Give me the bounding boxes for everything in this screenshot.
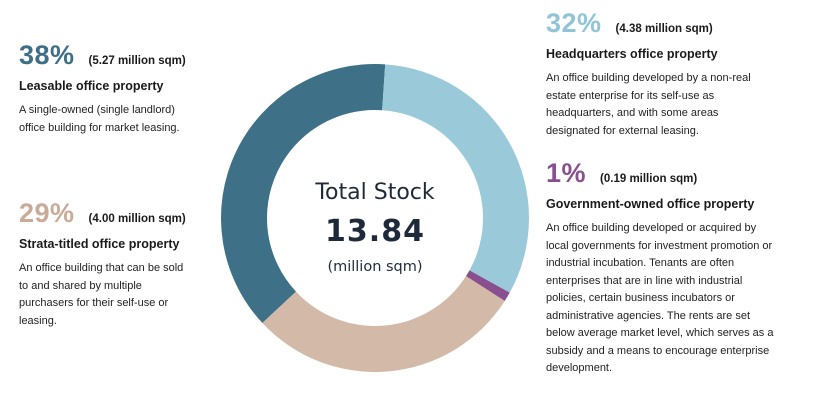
legend-headquarters: 32% (4.38 million sqm) Headquarters offi… (546, 8, 751, 140)
leasable-title: Leasable office property (19, 79, 164, 93)
legend-government: 1% (0.19 million sqm) Government-owned o… (546, 158, 773, 378)
gov-amount: (0.19 million sqm) (600, 173, 698, 185)
donut-slice-gov (465, 270, 510, 301)
legend-leasable: 38% (5.27 million sqm) Leasable office p… (19, 40, 186, 137)
hq-percent: 32% (546, 8, 602, 38)
strata-percent: 29% (19, 198, 75, 228)
gov-percent: 1% (546, 158, 587, 188)
strata-amount: (4.00 million sqm) (88, 213, 186, 225)
gov-description: An office building developed or acquired… (546, 222, 774, 374)
donut-slice-hq (382, 64, 529, 293)
center-label: Total Stock (314, 180, 435, 205)
center-value: 13.84 (325, 214, 425, 249)
donut-slices (221, 64, 529, 372)
hq-description: An office building developed by a non-re… (546, 72, 751, 137)
center-unit: (million sqm) (327, 259, 422, 275)
hq-title: Headquarters office property (546, 47, 718, 61)
donut-slice-strata (262, 276, 505, 372)
leasable-amount: (5.27 million sqm) (88, 55, 186, 67)
donut-slice-leasable (221, 64, 386, 324)
legend-strata: 29% (4.00 million sqm) Strata-titled off… (19, 198, 186, 330)
leasable-description: A single-owned (single landlord) office … (19, 104, 180, 134)
leasable-percent: 38% (19, 40, 75, 70)
gov-title: Government-owned office property (546, 197, 755, 211)
strata-description: An office building that can be sold to a… (19, 262, 184, 327)
hq-amount: (4.38 million sqm) (615, 23, 713, 35)
strata-title: Strata-titled office property (19, 237, 180, 251)
